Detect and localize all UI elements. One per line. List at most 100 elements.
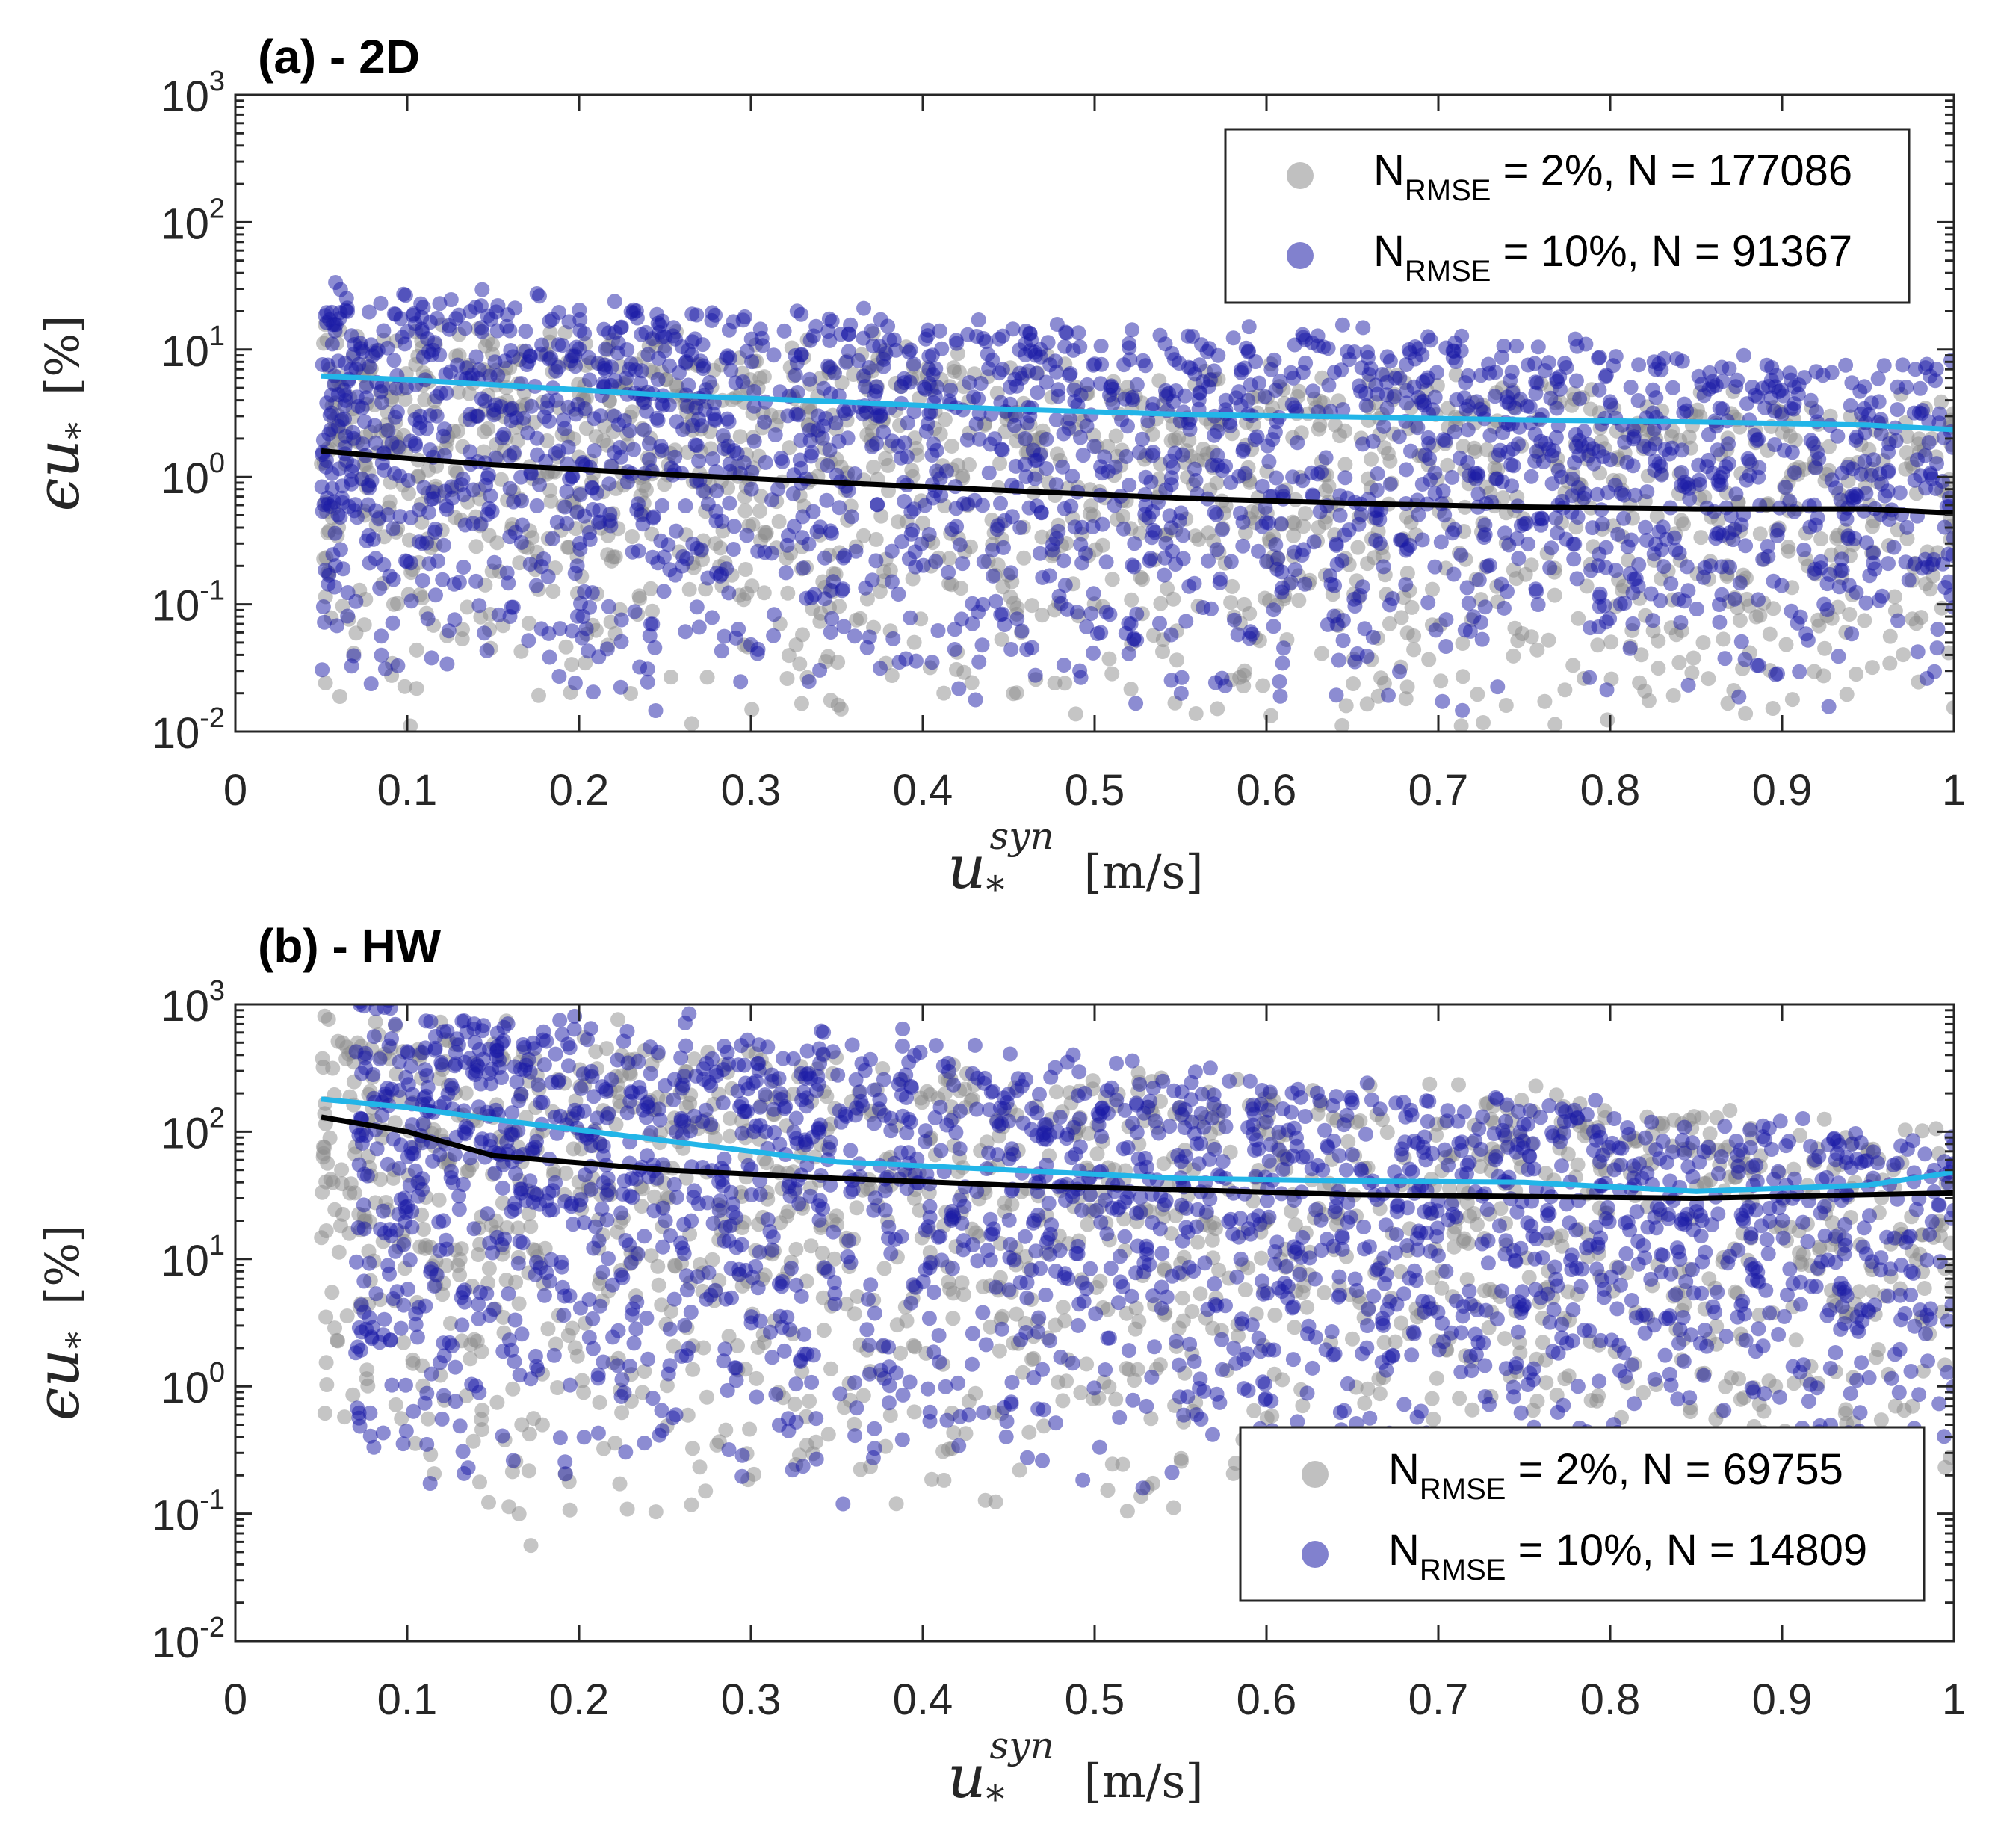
scatter-point [1166, 394, 1181, 410]
scatter-point [733, 674, 749, 690]
scatter-point [1320, 341, 1336, 356]
y-tick-label: 103 [161, 66, 225, 121]
scatter-point [1331, 652, 1346, 668]
scatter-point [1428, 622, 1444, 638]
scatter-point [832, 500, 847, 516]
scatter-point [1018, 324, 1033, 339]
scatter-point [844, 509, 859, 525]
scatter-point [1165, 543, 1180, 559]
scatter-point [1225, 330, 1241, 346]
scatter-point [642, 628, 658, 643]
panel-a-legend: NRMSE = 2%, N = 177086 NRMSE = 10%, N = … [1224, 128, 1911, 304]
y-tick-label: 100 [161, 448, 225, 503]
scatter-point [444, 479, 460, 495]
scatter-point [1733, 1391, 1748, 1407]
scatter-point [1749, 658, 1765, 673]
scatter-point [723, 1110, 738, 1126]
scatter-point [551, 669, 567, 684]
x-tick-label: 0.4 [893, 766, 953, 815]
scatter-point [823, 1361, 838, 1376]
scatter-point [723, 362, 739, 378]
scatter-point [1093, 625, 1109, 640]
scatter-point [947, 642, 962, 657]
scatter-point [1723, 508, 1739, 524]
scatter-point [1258, 500, 1273, 516]
scatter-point [334, 490, 350, 506]
scatter-point [672, 365, 687, 380]
scatter-point [575, 1373, 590, 1388]
scatter-point [407, 436, 423, 451]
scatter-point [1643, 586, 1659, 602]
scatter-point [1664, 440, 1680, 456]
scatter-point [1093, 339, 1109, 354]
scatter-point [992, 331, 1006, 347]
scatter-point [1527, 427, 1543, 442]
scatter-point [1143, 1411, 1159, 1427]
scatter-point [483, 312, 499, 327]
scatter-point [831, 433, 847, 449]
scatter-point [1857, 401, 1872, 416]
scatter-point [737, 309, 752, 324]
scatter-point [820, 649, 836, 664]
scatter-point [995, 442, 1010, 458]
scatter-point [988, 1494, 1003, 1509]
scatter-point [1597, 598, 1612, 614]
scatter-point [1182, 421, 1198, 437]
x-tick-label: 0.2 [549, 766, 610, 815]
scatter-point [752, 503, 767, 519]
scatter-point [347, 497, 363, 513]
scatter-point [441, 318, 457, 333]
scatter-point [1042, 568, 1057, 584]
scatter-point [1665, 380, 1680, 395]
scatter-point [446, 576, 462, 592]
scatter-point [1834, 551, 1849, 567]
scatter-point [975, 498, 990, 513]
scatter-point [515, 517, 530, 533]
scatter-point [1905, 1398, 1920, 1414]
scatter-point [1651, 524, 1667, 540]
scatter-point [936, 1472, 952, 1488]
scatter-point [1720, 696, 1736, 711]
scatter-point [458, 1085, 474, 1101]
scatter-point [431, 1071, 447, 1087]
scatter-point [345, 424, 361, 440]
scatter-point [656, 549, 672, 565]
scatter-point [1665, 687, 1681, 703]
scatter-point [1372, 1386, 1388, 1402]
scatter-point [1275, 655, 1290, 671]
scatter-point [332, 461, 347, 477]
scatter-point [507, 445, 522, 460]
y-tick-label: 101 [161, 321, 225, 376]
scatter-point [1433, 673, 1449, 689]
scatter-point [1130, 1065, 1146, 1081]
scatter-point [1241, 319, 1257, 335]
scatter-point [481, 1261, 497, 1276]
panel-b-scatter-clouds [314, 1004, 1954, 1554]
scatter-point [545, 531, 560, 546]
scatter-point [1521, 1270, 1537, 1285]
scatter-point [779, 671, 795, 686]
scatter-point [1623, 380, 1639, 395]
scatter-point [930, 380, 945, 395]
scatter-point [443, 1315, 458, 1331]
scatter-point [1152, 1357, 1168, 1373]
scatter-point [330, 1332, 345, 1348]
scatter-point [1049, 317, 1065, 332]
scatter-point [667, 449, 683, 465]
scatter-point [1493, 1201, 1509, 1217]
scatter-point [1244, 626, 1260, 642]
scatter-point [1834, 563, 1850, 578]
scatter-point [901, 551, 917, 566]
scatter-point [421, 462, 436, 478]
scatter-point [1930, 622, 1946, 637]
scatter-point [918, 381, 933, 397]
scatter-point [1525, 1403, 1541, 1418]
scatter-point [324, 387, 339, 403]
scatter-point [480, 467, 496, 483]
scatter-point [1145, 448, 1160, 463]
scatter-point [1003, 565, 1019, 581]
scatter-point [1235, 514, 1251, 530]
scatter-point [1946, 531, 1954, 546]
scatter-point [665, 328, 681, 344]
scatter-point [814, 1246, 830, 1261]
